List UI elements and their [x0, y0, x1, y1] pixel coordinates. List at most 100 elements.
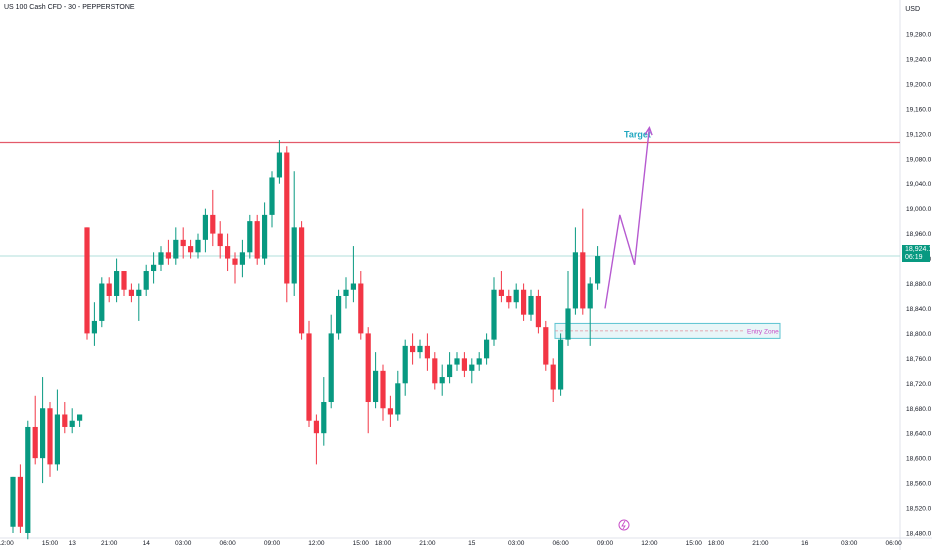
candle-body — [328, 333, 334, 403]
candle-body — [284, 152, 290, 284]
candle-body — [380, 370, 386, 409]
candle-body — [373, 370, 379, 403]
x-tick-label: 06:00 — [552, 540, 569, 547]
candle-body — [17, 476, 23, 527]
x-tick-label: 06:00 — [219, 540, 236, 547]
candle-body — [106, 283, 112, 296]
candle-body — [469, 364, 475, 371]
candle-body — [402, 345, 408, 384]
candle-body — [365, 333, 371, 403]
candle-body — [54, 414, 60, 465]
x-tick-label: 21:00 — [752, 540, 769, 547]
candle-body — [595, 256, 601, 284]
candle-body — [276, 152, 282, 178]
last-price-countdown: 06:19 — [905, 254, 923, 261]
candle-body — [498, 289, 504, 296]
candle-body — [350, 283, 356, 290]
candle-body — [225, 246, 231, 259]
projected-path — [604, 127, 651, 309]
x-tick-label: 18:00 — [375, 540, 392, 547]
x-tick-label: 15:00 — [353, 540, 370, 547]
x-tick-label: 03:00 — [841, 540, 858, 547]
x-tick-label: 12:00 — [308, 540, 325, 547]
candle-body — [217, 233, 223, 247]
candle-body — [195, 239, 201, 253]
candle-body — [387, 408, 393, 415]
event-marker-bolt — [621, 520, 626, 530]
candle-body — [299, 227, 305, 334]
candle-body — [336, 295, 342, 334]
candle-body — [269, 177, 275, 215]
last-price-value: 18,924.1 — [905, 246, 932, 253]
event-marker-icon[interactable] — [618, 519, 630, 531]
y-tick-label: 19,000.0 — [906, 206, 932, 213]
candle-body — [432, 358, 438, 384]
x-tick-label: 14 — [143, 540, 151, 547]
y-tick-label: 19,280.0 — [906, 32, 932, 39]
y-tick-label: 18,840.0 — [906, 306, 932, 313]
candle-body — [528, 295, 534, 315]
x-tick-label: 21:00 — [101, 540, 118, 547]
candle-body — [84, 227, 90, 334]
candle-body — [543, 327, 549, 365]
candle-body — [69, 420, 75, 427]
candle-body — [313, 420, 319, 434]
candle-body — [454, 358, 460, 365]
x-tick-label: 12:00 — [641, 540, 658, 547]
candle-body — [151, 264, 157, 272]
candle-body — [40, 408, 46, 459]
x-tick-label: 16 — [801, 540, 809, 547]
candle-body — [239, 252, 245, 265]
candle-body — [173, 239, 179, 259]
candle-body — [247, 221, 253, 253]
y-tick-label: 18,680.0 — [906, 406, 932, 413]
currency-label: USD — [905, 6, 920, 13]
candle-body — [99, 283, 105, 321]
y-tick-label: 18,600.0 — [906, 456, 932, 463]
candle-body — [447, 364, 453, 378]
candle-body — [558, 339, 564, 390]
x-tick-label: 12:00 — [0, 540, 14, 547]
projected-path-arrowhead — [644, 125, 653, 136]
y-tick-label: 19,040.0 — [906, 181, 932, 188]
y-tick-label: 18,520.0 — [906, 506, 932, 513]
y-tick-label: 18,560.0 — [906, 481, 932, 488]
candle-body — [136, 289, 142, 296]
x-tick-label: 13 — [69, 540, 77, 547]
candle-body — [32, 426, 38, 459]
x-tick-label: 09:00 — [597, 540, 614, 547]
candle-body — [550, 364, 556, 390]
candle-body — [484, 339, 490, 359]
candle-body — [210, 214, 216, 234]
x-tick-label: 15:00 — [686, 540, 703, 547]
candle-body — [128, 289, 134, 296]
candle-body — [395, 383, 401, 415]
candle-body — [25, 426, 31, 533]
candle-body — [461, 358, 467, 371]
candle-body — [143, 271, 149, 290]
candle-body — [254, 221, 260, 259]
candle-body — [343, 289, 349, 296]
candle-body — [506, 295, 512, 303]
candle-body — [10, 476, 16, 527]
candle-body — [262, 214, 268, 259]
candle-body — [491, 289, 497, 340]
candle-body — [306, 333, 312, 421]
x-tick-label: 15 — [468, 540, 476, 547]
y-tick-label: 18,960.0 — [906, 231, 932, 238]
x-tick-label: 21:00 — [419, 540, 436, 547]
candle-body — [439, 377, 445, 384]
candle-body — [587, 283, 593, 309]
y-tick-label: 18,760.0 — [906, 356, 932, 363]
candle-body — [114, 271, 120, 296]
y-tick-label: 19,120.0 — [906, 131, 932, 138]
candle-body — [47, 408, 53, 465]
y-tick-label: 19,080.0 — [906, 156, 932, 163]
x-tick-label: 09:00 — [264, 540, 281, 547]
candle-body — [202, 214, 208, 240]
y-tick-label: 19,200.0 — [906, 81, 932, 88]
y-tick-label: 19,240.0 — [906, 56, 932, 63]
candle-body — [77, 414, 83, 421]
last-price-badge: 18,924.1 06:19 — [902, 245, 932, 262]
